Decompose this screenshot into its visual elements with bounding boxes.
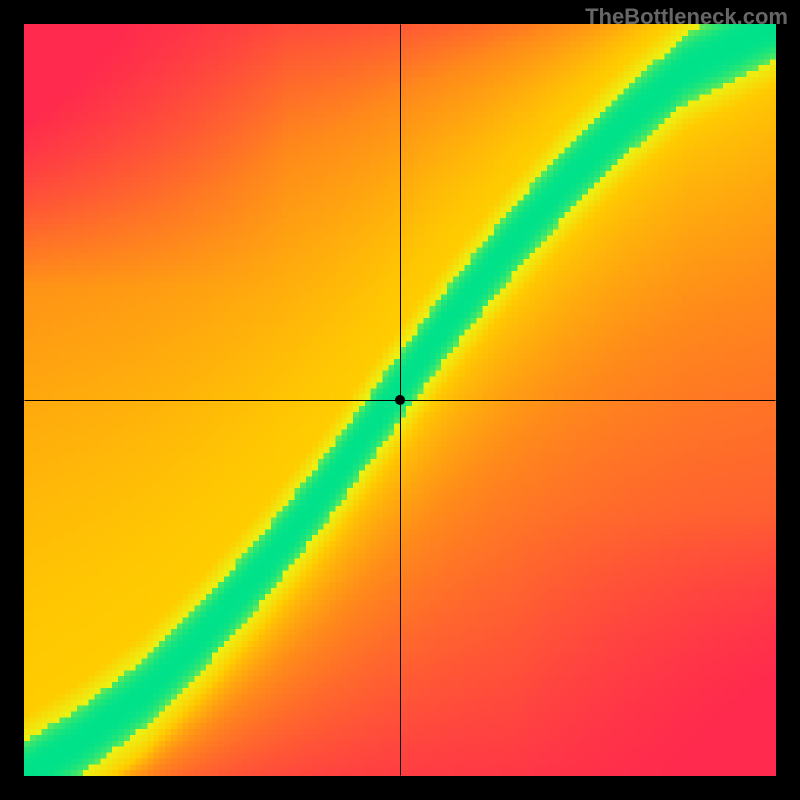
chart-container: TheBottleneck.com [0,0,800,800]
watermark-text: TheBottleneck.com [585,4,788,30]
crosshair-canvas [0,0,800,800]
